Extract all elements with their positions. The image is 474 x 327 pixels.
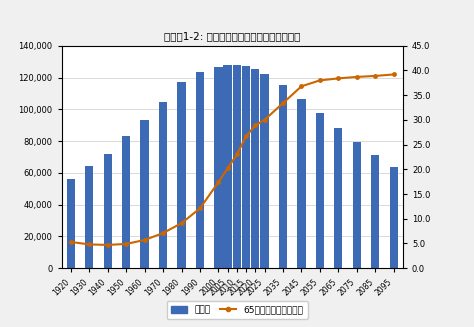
- Bar: [260, 74, 269, 268]
- Bar: [177, 82, 186, 268]
- 65歳以上（構成比％）: [391, 73, 397, 77]
- Bar: [85, 166, 93, 268]
- Bar: [353, 142, 361, 268]
- 65歳以上（構成比％）: [123, 242, 129, 246]
- 65歳以上（構成比％）: [234, 152, 240, 156]
- 65歳以上（構成比％）: [142, 238, 147, 242]
- Legend: 総人口, 65歳以上（構成比％）: 総人口, 65歳以上（構成比％）: [166, 301, 308, 319]
- Bar: [334, 128, 343, 268]
- 65歳以上（構成比％）: [68, 240, 73, 244]
- 65歳以上（構成比％）: [262, 118, 267, 122]
- 65歳以上（構成比％）: [160, 231, 166, 235]
- 65歳以上（構成比％）: [317, 78, 323, 82]
- Bar: [214, 67, 223, 268]
- Bar: [233, 65, 241, 268]
- 65歳以上（構成比％）: [216, 180, 221, 184]
- 65歳以上（構成比％）: [225, 166, 230, 170]
- 65歳以上（構成比％）: [299, 84, 304, 88]
- Bar: [122, 136, 130, 268]
- 65歳以上（構成比％）: [354, 75, 360, 79]
- Title: グラフ1-2: 人口推移・推計　（単位：千人）: グラフ1-2: 人口推移・推計 （単位：千人）: [164, 31, 301, 41]
- Bar: [279, 85, 287, 268]
- Bar: [251, 69, 259, 268]
- 65歳以上（構成比％）: [86, 242, 92, 246]
- Bar: [371, 155, 379, 268]
- Line: 65歳以上（構成比％）: 65歳以上（構成比％）: [69, 73, 395, 247]
- 65歳以上（構成比％）: [197, 206, 203, 210]
- Bar: [67, 179, 75, 268]
- 65歳以上（構成比％）: [373, 74, 378, 78]
- Bar: [390, 166, 398, 268]
- 65歳以上（構成比％）: [253, 123, 258, 127]
- Bar: [224, 65, 232, 268]
- Bar: [140, 120, 149, 268]
- 65歳以上（構成比％）: [336, 77, 341, 80]
- 65歳以上（構成比％）: [179, 221, 184, 225]
- Bar: [242, 66, 250, 268]
- Bar: [196, 72, 204, 268]
- Bar: [297, 99, 306, 268]
- Bar: [316, 113, 324, 268]
- Bar: [104, 154, 112, 268]
- 65歳以上（構成比％）: [280, 101, 286, 105]
- Bar: [159, 102, 167, 268]
- 65歳以上（構成比％）: [243, 134, 249, 138]
- 65歳以上（構成比％）: [105, 243, 110, 247]
